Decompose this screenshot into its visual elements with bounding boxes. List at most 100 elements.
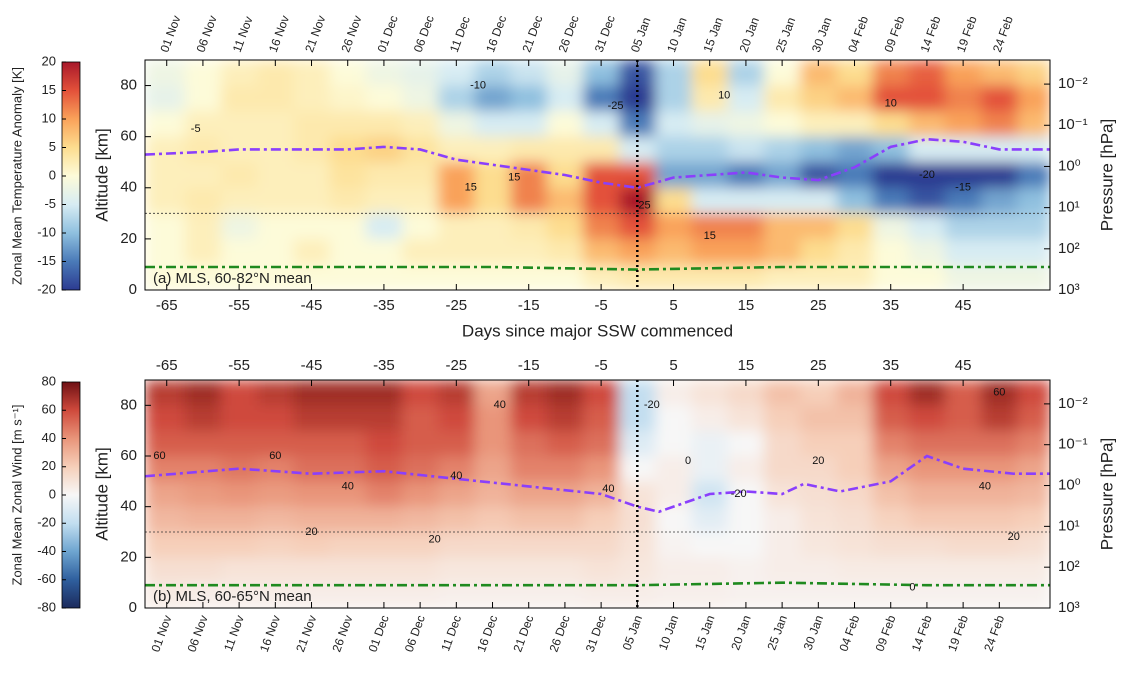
y2-axis-label: Pressure [hPa] <box>1097 119 1116 231</box>
y-axis-label: Altitude [km] <box>92 128 111 222</box>
date-tick-label: 26 Nov <box>329 613 355 654</box>
field-cell <box>945 481 982 508</box>
field-cell <box>1017 405 1050 432</box>
date-tick-label: 14 Feb <box>909 613 935 653</box>
colorbar-tick-label: 40 <box>42 430 56 445</box>
field-cell <box>872 213 910 240</box>
field-cell <box>546 532 584 558</box>
field-cell <box>800 557 837 584</box>
field-cell <box>510 111 548 138</box>
field-cell <box>257 238 294 265</box>
field-cell <box>145 162 186 189</box>
field-cell <box>836 380 874 406</box>
contour-label: -25 <box>608 100 624 112</box>
colorbar-tick-label: 20 <box>42 53 56 68</box>
field-cell <box>438 405 475 432</box>
field-cell <box>727 456 765 482</box>
field-cell <box>800 136 837 163</box>
contour-label: 60 <box>269 450 281 462</box>
date-tick-label: 06 Dec <box>411 14 437 55</box>
field-cell <box>438 187 475 214</box>
field-cell <box>402 264 439 290</box>
field-cell <box>836 111 874 138</box>
field-cell <box>257 264 294 290</box>
field-cell <box>872 532 910 558</box>
date-tick-label: 24 Feb <box>990 14 1016 54</box>
field-cell <box>145 213 186 240</box>
date-tick-label: 25 Jan <box>764 613 789 652</box>
field-cell <box>655 136 693 163</box>
field-cell <box>145 264 186 290</box>
y2-tick-label: 10⁻² <box>1058 395 1088 412</box>
x-tick-label: -15 <box>518 357 540 374</box>
contour-label: 20 <box>305 526 317 538</box>
field-cell <box>474 111 512 138</box>
field-cell <box>365 405 403 432</box>
x-tick-label: -35 <box>373 357 395 374</box>
field-cell <box>257 187 294 214</box>
field-cell <box>438 557 475 584</box>
date-tick-label: 06 Nov <box>194 14 220 55</box>
field-cell <box>257 532 294 558</box>
field-cell <box>474 557 512 584</box>
field-cell <box>438 532 475 558</box>
field-cell <box>908 456 946 482</box>
field-cell <box>329 430 367 457</box>
field-cell <box>872 162 910 189</box>
field-cell <box>764 506 801 533</box>
field-cell <box>764 532 801 558</box>
field-cell <box>510 238 548 265</box>
field-cell <box>1017 213 1050 240</box>
field-cell <box>257 162 294 189</box>
field-cell <box>800 430 837 457</box>
profile-line <box>145 265 1050 271</box>
field-cell <box>872 456 910 482</box>
field-cell <box>184 162 222 189</box>
field-cell <box>908 405 946 432</box>
field-cell <box>727 557 765 584</box>
field-cell <box>800 532 837 558</box>
field-cell <box>402 213 439 240</box>
field-cell <box>546 85 584 112</box>
field-cell <box>365 506 403 533</box>
contour-label: -5 <box>191 123 201 135</box>
date-tick-label: 30 Jan <box>809 15 834 54</box>
field-cell <box>872 405 910 432</box>
field-cell <box>474 456 512 482</box>
field-cell <box>257 380 294 406</box>
y2-tick-label: 10⁻² <box>1058 75 1088 92</box>
field-cell <box>402 506 439 533</box>
field-cell <box>945 506 982 533</box>
field-cell <box>221 557 258 584</box>
field-cell <box>221 481 258 508</box>
y2-tick-label: 10¹ <box>1058 199 1080 216</box>
colorbar-tick-label: -10 <box>37 224 56 239</box>
y-axis-label: Altitude [km] <box>92 447 111 541</box>
date-tick-label: 26 Nov <box>338 14 364 55</box>
colorbar-tick-label: 5 <box>49 139 56 154</box>
date-tick-label: 25 Jan <box>773 15 798 54</box>
field-cell <box>546 506 584 533</box>
date-tick-label: 01 Nov <box>157 14 183 55</box>
field-cell <box>365 557 403 584</box>
colorbar-label: Zonal Mean Zonal Wind [m s⁻¹] <box>9 405 24 586</box>
field-cell <box>655 557 693 584</box>
field-cell <box>329 264 367 290</box>
colorbar-tick-label: 15 <box>42 82 56 97</box>
field-cell <box>655 506 693 533</box>
date-tick-label: 01 Dec <box>375 14 401 55</box>
x-tick-label: 35 <box>882 297 899 314</box>
field-cell <box>945 213 982 240</box>
plot-area <box>145 60 1050 290</box>
field-cell <box>293 111 331 138</box>
field-cell <box>474 136 512 163</box>
y2-axis-label: Pressure [hPa] <box>1097 438 1116 550</box>
colorbar-tick-label: 0 <box>49 486 56 501</box>
field-cell <box>1017 456 1050 482</box>
field-cell <box>1017 187 1050 214</box>
field-cell <box>402 430 439 457</box>
field-cell <box>945 238 982 265</box>
date-tick-label: 15 Jan <box>692 613 717 652</box>
field-cell <box>1017 238 1050 265</box>
